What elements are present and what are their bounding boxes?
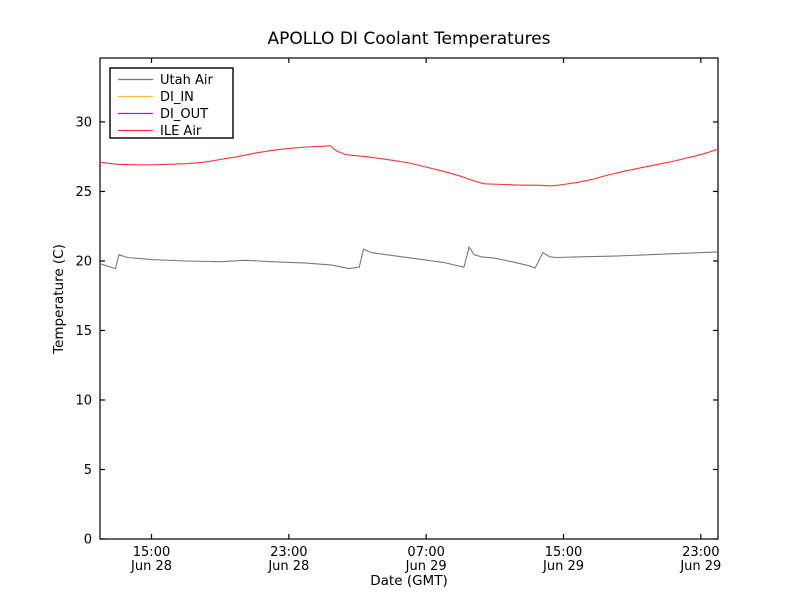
x-tick-time-label: 23:00: [682, 545, 719, 560]
series-lines: [99, 145, 719, 270]
y-tick-label: 30: [75, 115, 92, 130]
x-tick-time-label: 07:00: [407, 545, 444, 560]
y-tick-label: 15: [75, 324, 92, 339]
x-tick-time-label: 23:00: [270, 545, 307, 560]
legend-label: DI_IN: [160, 90, 194, 105]
y-tick-label: 5: [84, 463, 92, 478]
x-tick-date-label: Jun 29: [405, 559, 447, 574]
x-tick-date-label: Jun 28: [130, 559, 172, 574]
plot-area: [99, 57, 719, 540]
x-tick-date-label: Jun 29: [679, 559, 721, 574]
y-tick-label: 25: [75, 185, 92, 200]
chart-title: APOLLO DI Coolant Temperatures: [267, 29, 550, 49]
legend-label: DI_OUT: [160, 107, 208, 122]
x-axis-label: Date (GMT): [370, 573, 447, 589]
x-tick-time-label: 15:00: [545, 545, 582, 560]
x-tick-date-label: Jun 29: [542, 559, 584, 574]
series-line-ile-air: [99, 145, 719, 187]
x-tick-date-label: Jun 28: [267, 559, 309, 574]
y-axis-label: Temperature (C): [51, 244, 67, 355]
y-tick-label: 0: [84, 533, 92, 548]
x-tick-time-label: 15:00: [133, 545, 170, 560]
y-tick-label: 20: [75, 254, 92, 269]
legend: Utah Air DI_IN DI_OUT ILE Air: [109, 67, 234, 139]
legend-label: ILE Air: [160, 124, 202, 139]
series-line-utah-air: [99, 245, 719, 270]
legend-label: Utah Air: [160, 73, 213, 88]
y-tick-label: 10: [75, 393, 92, 408]
